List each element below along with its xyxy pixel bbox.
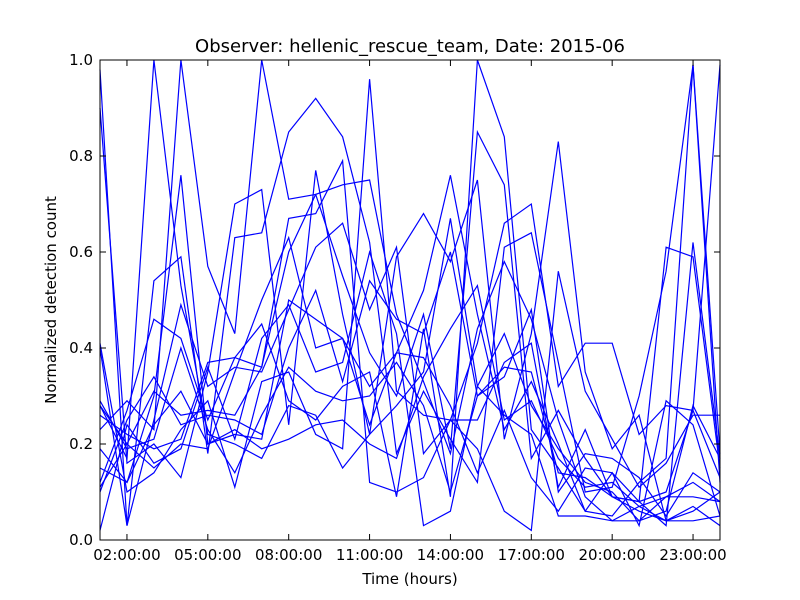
chart-title: Observer: hellenic_rescue_team, Date: 20… bbox=[195, 36, 625, 57]
y-tick-label: 0.4 bbox=[69, 339, 93, 357]
x-axis-ticks: 02:00:00 05:00:00 08:00:00 11:00:00 14:00:00… bbox=[93, 60, 727, 564]
x-tick-label: 02:00:00 bbox=[93, 546, 160, 564]
series-line-15 bbox=[99, 64, 721, 526]
x-tick-label: 05:00:00 bbox=[174, 546, 241, 564]
y-tick-label: 0.8 bbox=[69, 147, 93, 165]
plot-frame bbox=[99, 59, 721, 541]
series-line-11 bbox=[99, 59, 721, 522]
series-line-13 bbox=[99, 107, 721, 522]
series-line-8 bbox=[99, 251, 721, 527]
series-line-14 bbox=[99, 79, 720, 532]
series-layer bbox=[99, 59, 721, 532]
x-tick-label: 23:00:00 bbox=[659, 546, 726, 564]
y-tick-label: 0.0 bbox=[69, 531, 93, 549]
y-tick-label: 1.0 bbox=[69, 51, 93, 69]
x-tick-label: 20:00:00 bbox=[578, 546, 645, 564]
x-tick-label: 11:00:00 bbox=[336, 546, 403, 564]
x-tick-label: 17:00:00 bbox=[498, 546, 565, 564]
series-line-1 bbox=[99, 64, 721, 526]
series-line-9 bbox=[99, 249, 721, 531]
x-tick-label: 08:00:00 bbox=[255, 546, 322, 564]
series-line-5 bbox=[99, 59, 721, 528]
x-tick-label: 14:00:00 bbox=[417, 546, 484, 564]
x-axis-label: Time (hours) bbox=[361, 570, 457, 588]
y-axis-label: Normalized detection count bbox=[42, 196, 60, 404]
y-tick-label: 0.2 bbox=[69, 435, 93, 453]
series-line-10 bbox=[99, 175, 721, 522]
series-line-7 bbox=[99, 307, 721, 518]
series-line-6 bbox=[99, 64, 721, 517]
y-axis-ticks: 0.0 0.2 0.4 0.6 0.8 1.0 bbox=[69, 51, 720, 549]
y-tick-label: 0.6 bbox=[69, 243, 93, 261]
